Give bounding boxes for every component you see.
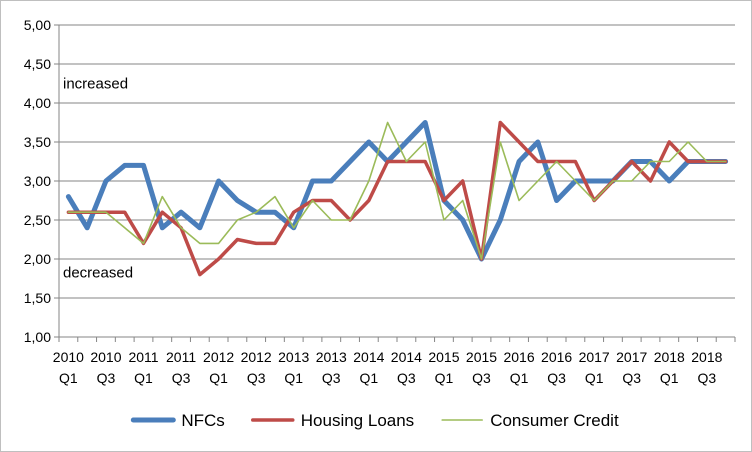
y-tick-label: 1,00 (24, 329, 51, 345)
x-tick-label-quarter: Q3 (397, 370, 416, 386)
x-tick-label-year: 2012 (203, 349, 234, 365)
y-tick-label: 4,00 (24, 95, 51, 111)
x-tick-label-year: 2017 (579, 349, 610, 365)
x-tick-label-quarter: Q1 (510, 370, 529, 386)
x-tick-label-year: 2013 (278, 349, 309, 365)
x-tick-label-quarter: Q3 (322, 370, 341, 386)
annotation-increased: increased (63, 76, 128, 93)
x-tick-label-quarter: Q3 (172, 370, 191, 386)
x-tick-label-year: 2012 (241, 349, 272, 365)
y-tick-label: 5,00 (24, 17, 51, 33)
y-tick-label: 4,50 (24, 56, 51, 72)
legend-label-nfcs: NFCs (181, 411, 224, 430)
x-tick-label-year: 2018 (654, 349, 685, 365)
x-tick-label-quarter: Q1 (660, 370, 679, 386)
series-line-housing-loans (66, 120, 728, 277)
x-tick-label-quarter: Q1 (284, 370, 303, 386)
x-tick-label-quarter: Q1 (585, 370, 604, 386)
series-lines (65, 120, 729, 277)
x-tick-label-quarter: Q1 (209, 370, 228, 386)
x-tick-label-year: 2015 (466, 349, 497, 365)
y-tick-label: 1,50 (24, 290, 51, 306)
x-tick-label-quarter: Q3 (472, 370, 491, 386)
x-tick-label-year: 2011 (128, 349, 158, 365)
y-tick-label: 3,50 (24, 134, 51, 150)
axes (54, 24, 736, 342)
x-tick-label-year: 2016 (541, 349, 572, 365)
y-axis-tick-labels: 1,00 1,50 2,00 2,50 3,00 3,50 4,00 4,50 5,00 (24, 17, 51, 345)
x-tick-label-quarter: Q1 (134, 370, 153, 386)
x-tick-label-year: 2013 (316, 349, 347, 365)
x-tick-label-year: 2015 (428, 349, 459, 365)
x-tick-label-quarter: Q3 (97, 370, 116, 386)
x-tick-label-year: 2014 (353, 349, 384, 365)
x-tick-label-quarter: Q1 (59, 370, 78, 386)
legend-label-consumer-credit: Consumer Credit (490, 411, 619, 430)
x-tick-label-year: 2011 (166, 349, 196, 365)
y-tick-label: 2,00 (24, 251, 51, 267)
x-tick-label-year: 2010 (53, 349, 84, 365)
x-tick-label-year: 2010 (90, 349, 121, 365)
x-tick-label-year: 2016 (503, 349, 534, 365)
x-tick-label-year: 2017 (616, 349, 647, 365)
x-tick-label-quarter: Q3 (547, 370, 566, 386)
annotation-decreased: decreased (63, 264, 133, 281)
x-axis-tick-labels: 2010 Q1 2010 Q3 2011 Q1 2011 Q3 2012 Q1 2012 Q3 2013… (53, 349, 723, 386)
x-tick-label-quarter: Q3 (697, 370, 716, 386)
x-tick-label-year: 2018 (691, 349, 722, 365)
x-tick-label-quarter: Q3 (247, 370, 266, 386)
x-tick-label-quarter: Q1 (359, 370, 378, 386)
y-tick-label: 3,00 (24, 173, 51, 189)
legend-label-housing-loans: Housing Loans (301, 411, 414, 430)
x-tick-label-quarter: Q3 (622, 370, 641, 386)
x-tick-label-quarter: Q1 (435, 370, 454, 386)
x-tick-label-year: 2014 (391, 349, 422, 365)
legend: NFCs Housing Loans Consumer Credit (130, 411, 619, 430)
annotations: increased decreased (63, 76, 133, 282)
y-tick-label: 2,50 (24, 212, 51, 228)
series-line-consumer-credit (67, 121, 727, 260)
